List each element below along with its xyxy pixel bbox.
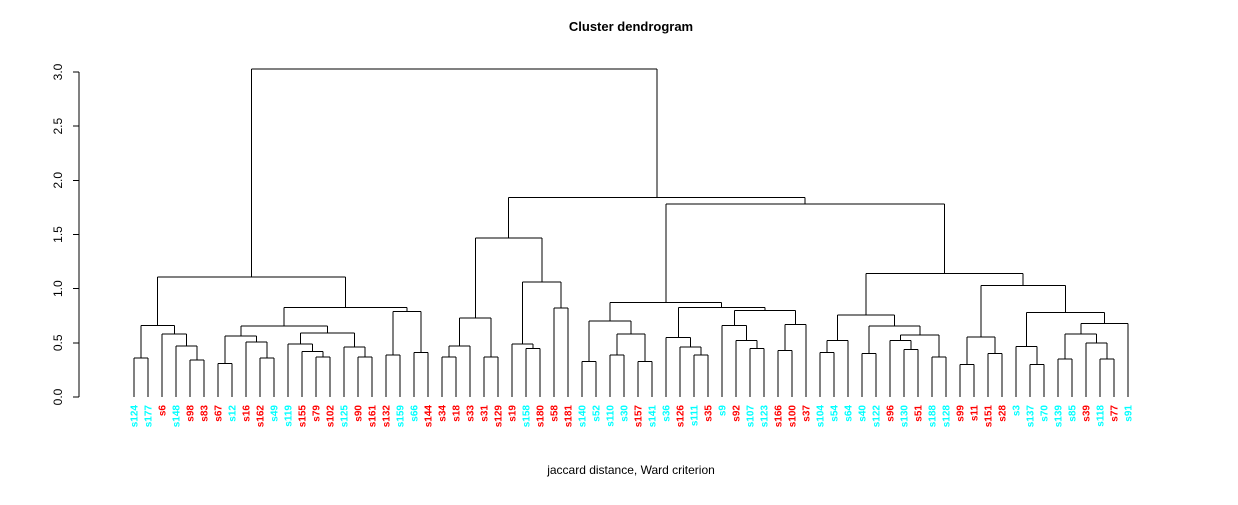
- leaf-label-s177: s177: [144, 405, 155, 428]
- leaf-label-s132: s132: [382, 405, 393, 428]
- y-tick-label: 0.0: [51, 388, 65, 405]
- leaf-label-s49: s49: [270, 405, 281, 422]
- leaf-label-s155: s155: [298, 405, 309, 428]
- leaf-label-s85: s85: [1068, 405, 1079, 422]
- leaf-label-s52: s52: [592, 405, 603, 422]
- leaf-label-s110: s110: [606, 405, 617, 427]
- leaf-label-s28: s28: [998, 405, 1009, 422]
- leaf-label-s11: s11: [970, 405, 981, 422]
- leaf-label-s139: s139: [1054, 405, 1065, 428]
- leaf-label-s9: s9: [718, 405, 729, 417]
- leaf-label-s107: s107: [746, 405, 757, 428]
- leaf-label-s125: s125: [340, 405, 351, 428]
- leaf-label-s166: s166: [774, 405, 785, 428]
- leaf-label-s124: s124: [130, 405, 141, 428]
- leaf-label-s36: s36: [662, 405, 673, 422]
- leaf-label-s51: s51: [914, 405, 925, 422]
- leaf-label-s67: s67: [214, 405, 225, 422]
- leaf-label-s66: s66: [410, 405, 421, 422]
- leaf-label-s161: s161: [368, 405, 379, 428]
- leaf-label-s159: s159: [396, 405, 407, 428]
- leaf-label-s18: s18: [452, 405, 463, 422]
- leaf-label-s3: s3: [1012, 405, 1023, 417]
- leaf-label-s64: s64: [844, 405, 855, 422]
- leaf-label-s162: s162: [256, 405, 267, 428]
- leaf-label-s104: s104: [816, 405, 827, 428]
- leaf-label-s100: s100: [788, 405, 799, 428]
- x-axis-caption: jaccard distance, Ward criterion: [546, 463, 715, 477]
- leaf-label-s122: s122: [872, 405, 883, 428]
- leaf-label-s181: s181: [564, 405, 575, 428]
- y-tick-label: 1.0: [51, 280, 65, 297]
- leaf-label-s130: s130: [900, 405, 911, 428]
- dendrogram-links: [133, 68, 1129, 397]
- leaf-label-s126: s126: [676, 405, 687, 428]
- leaf-label-s16: s16: [242, 405, 253, 422]
- leaf-labels: s124 s177 s6 s148 s98 s83 s67 s12 s16 s162 s49 s119…: [130, 405, 1135, 428]
- leaf-label-s54: s54: [830, 405, 841, 422]
- leaf-label-s102: s102: [326, 405, 337, 428]
- chart-title: Cluster dendrogram: [569, 19, 693, 34]
- leaf-label-s180: s180: [536, 405, 547, 428]
- y-tick-label: 2.5: [51, 118, 65, 135]
- leaf-label-s33: s33: [466, 405, 477, 422]
- leaf-label-s188: s188: [928, 405, 939, 428]
- leaf-label-s119: s119: [284, 405, 295, 427]
- y-tick-label: 0.5: [51, 334, 65, 351]
- leaf-label-s31: s31: [480, 405, 491, 422]
- leaf-label-s151: s151: [984, 405, 995, 428]
- leaf-label-s141: s141: [648, 405, 659, 428]
- leaf-label-s6: s6: [158, 405, 169, 417]
- leaf-label-s30: s30: [620, 405, 631, 422]
- leaf-label-s40: s40: [858, 405, 869, 422]
- leaf-label-s37: s37: [802, 405, 813, 422]
- leaf-label-s158: s158: [522, 405, 533, 428]
- leaf-label-s123: s123: [760, 405, 771, 428]
- leaf-label-s118: s118: [1096, 405, 1107, 427]
- leaf-label-s34: s34: [438, 405, 449, 422]
- leaf-label-s144: s144: [424, 405, 435, 428]
- leaf-label-s137: s137: [1026, 405, 1037, 428]
- leaf-label-s111: s111: [690, 405, 701, 427]
- leaf-label-s148: s148: [172, 405, 183, 428]
- leaf-label-s70: s70: [1040, 405, 1051, 422]
- y-tick-label: 1.5: [51, 226, 65, 243]
- leaf-label-s58: s58: [550, 405, 561, 422]
- leaf-label-s96: s96: [886, 405, 897, 422]
- leaf-label-s19: s19: [508, 405, 519, 422]
- leaf-label-s12: s12: [228, 405, 239, 422]
- leaf-label-s92: s92: [732, 405, 743, 422]
- leaf-label-s98: s98: [186, 405, 197, 422]
- y-axis: 0.0 0.5 1.0 1.5 2.0 2.5 3.0: [51, 63, 80, 405]
- leaf-label-s35: s35: [704, 405, 715, 422]
- leaf-label-s79: s79: [312, 405, 323, 422]
- leaf-label-s129: s129: [494, 405, 505, 428]
- leaf-label-s83: s83: [200, 405, 211, 422]
- leaf-label-s39: s39: [1082, 405, 1093, 422]
- y-tick-label: 3.0: [51, 63, 65, 80]
- leaf-label-s128: s128: [942, 405, 953, 428]
- leaf-label-s140: s140: [578, 405, 589, 428]
- leaf-label-s157: s157: [634, 405, 645, 428]
- y-tick-label: 2.0: [51, 172, 65, 189]
- leaf-label-s90: s90: [354, 405, 365, 422]
- leaf-label-s77: s77: [1110, 405, 1121, 422]
- leaf-label-s99: s99: [956, 405, 967, 422]
- leaf-label-s91: s91: [1124, 405, 1135, 422]
